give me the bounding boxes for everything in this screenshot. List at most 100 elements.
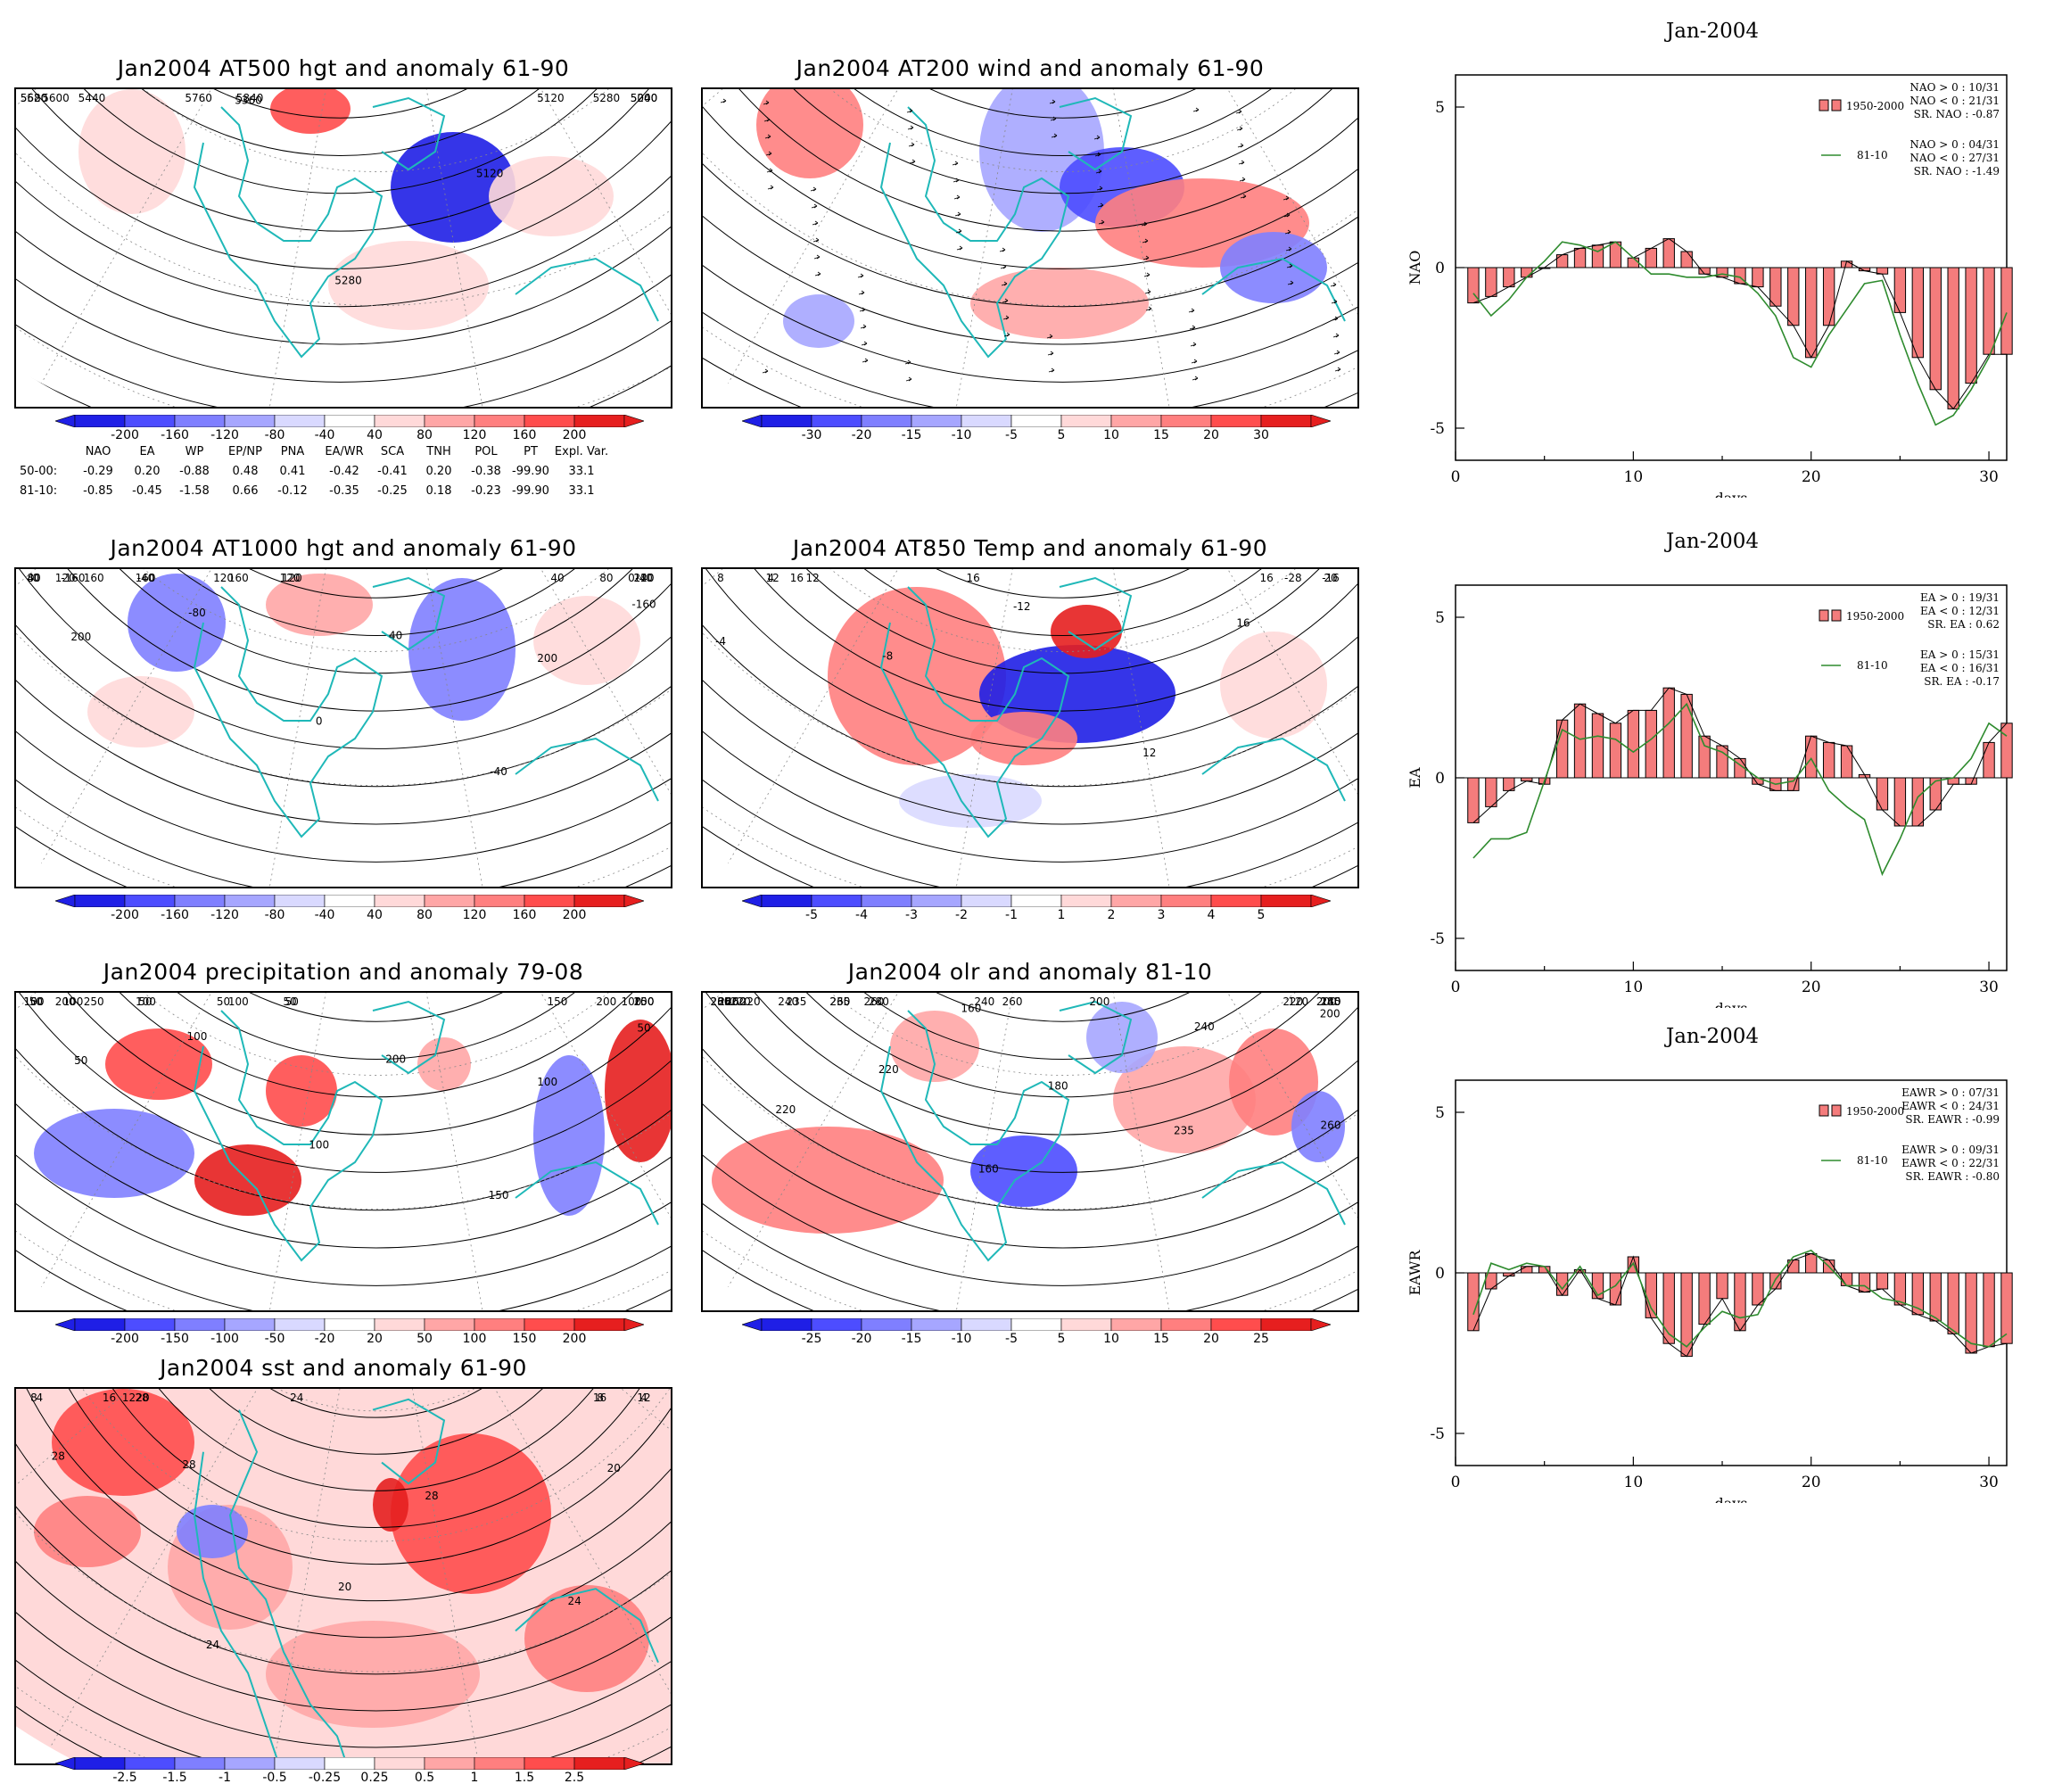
contour-line (16, 89, 671, 383)
latitude-gridline (703, 993, 1357, 1076)
legend-label-bar: 1950-2000 (1846, 100, 1904, 112)
colorbar-swatch (1210, 1317, 1262, 1332)
colorbar-tick-label: 3 (1157, 908, 1166, 922)
contour-label: 16 (103, 1391, 116, 1404)
wind-arrow (1330, 282, 1337, 287)
index-value-cell: 33.1 (568, 465, 595, 478)
bar-series-line (1472, 687, 2008, 827)
wind-arrow (1189, 325, 1196, 330)
colorbar-swatch (224, 894, 276, 908)
colorbar-arrow-high (1310, 894, 1332, 908)
wind-arrow (952, 161, 959, 166)
contour-label: 200 (1316, 995, 1337, 1008)
bar (2000, 723, 2013, 779)
colorbar-swatch (174, 894, 226, 908)
contour-label: 0 (32, 572, 39, 584)
colorbar-swatch (811, 414, 862, 428)
bar (1503, 267, 1515, 288)
contour-label: 4 (640, 1391, 647, 1404)
wind-arrow (1002, 298, 1009, 303)
longitude-gridline (41, 569, 377, 863)
contour-label: 5520 (21, 92, 48, 104)
colorbar-arrow-high (623, 894, 645, 908)
contour-line (22, 1389, 671, 1565)
contour-label: 100 (62, 995, 83, 1008)
colorbar-swatches (741, 1317, 1332, 1332)
x-tick-label: 10 (1624, 1474, 1644, 1491)
colorbar-tick-label: -25 (801, 1332, 822, 1346)
colorbar-swatch (1110, 894, 1162, 908)
contour-line (703, 993, 1357, 1249)
y-tick-label: 5 (1435, 609, 1445, 627)
index-header-cell: SCA (380, 445, 405, 458)
colorbar-tick-label: -30 (801, 428, 822, 442)
wind-arrow (1239, 177, 1246, 182)
colorbar-tick-label: 20 (1203, 1332, 1219, 1346)
contour-label: 28 (425, 1490, 438, 1502)
colorbar-tick-label: -160 (161, 908, 189, 922)
colorbar-tick-label: 0.5 (414, 1771, 435, 1785)
colorbar-tick-label: -3 (905, 908, 918, 922)
contour-label: 20 (607, 1462, 621, 1474)
longitude-gridline (375, 993, 671, 1287)
map-canvas (703, 89, 1357, 407)
colorbar-tick-label: 20 (1203, 428, 1219, 442)
map-panel-precip: Jan2004 precipitation and anomaly 79-08 … (14, 957, 672, 1350)
index-header-cell: PNA (280, 445, 305, 458)
bar (1983, 1272, 1995, 1348)
index-value-cell: -0.35 (329, 484, 359, 498)
colorbar-swatches (54, 1317, 645, 1332)
contour-label: 24 (567, 1595, 581, 1607)
index-value-cell: -0.12 (277, 484, 308, 498)
colorbar-swatch (74, 1756, 126, 1771)
contour-label: 16 (593, 1391, 606, 1404)
colorbar-swatch (761, 1317, 812, 1332)
colorbar-swatch (124, 1317, 176, 1332)
contour-line (91, 993, 662, 1022)
map-title: Jan2004 AT500 hgt and anomaly 61-90 (117, 55, 570, 81)
index-value-cell: -0.88 (179, 465, 210, 478)
colorbar-swatch (573, 414, 625, 428)
y-tick-label: 5 (1435, 1104, 1445, 1122)
colorbar-arrow-low (54, 1756, 76, 1771)
bar (1752, 1272, 1764, 1306)
contour-label: 260 (726, 995, 746, 1008)
map-title: Jan2004 AT1000 hgt and anomaly 61-90 (110, 535, 577, 561)
timeseries-canvas: -5 0 5 0 10 20 30 days EA 1950-2000 81-10 EA > 0 : … (1406, 584, 2013, 1017)
colorbar-tick-label: 5 (1057, 428, 1066, 442)
colorbar-tick-label: 5 (1057, 1332, 1066, 1346)
latitude-gridline (703, 89, 1357, 172)
index-value-cell: 0.66 (232, 484, 259, 498)
contour-label: 180 (1321, 995, 1341, 1008)
contour-label: 28 (52, 1449, 65, 1462)
wind-arrow (1141, 221, 1148, 227)
wind-arrow (1333, 350, 1340, 355)
legend-label-bar: 1950-2000 (1846, 610, 1904, 623)
colorbar-tick-label: 40 (367, 908, 383, 922)
wind-arrow (1001, 281, 1008, 286)
colorbar-swatch (761, 894, 812, 908)
colorbar-tick-label: 2.5 (564, 1771, 585, 1785)
contour-label: 160 (978, 1163, 999, 1176)
longitude-gridline (41, 993, 377, 1287)
bar (1521, 267, 1533, 278)
contour-label: 150 (489, 1189, 509, 1202)
contour-label: 16 (966, 572, 979, 584)
wind-arrow (953, 178, 960, 183)
wind-arrow (1143, 272, 1151, 277)
contour-line (16, 993, 671, 1135)
map-title: Jan2004 AT200 wind and anomaly 61-90 (796, 55, 1265, 81)
colorbar-tick-label: 10 (1103, 1332, 1119, 1346)
contour-label: 5360 (235, 95, 262, 107)
chart-title: Jan-2004 (1665, 1025, 1760, 1048)
index-value-cell: -0.45 (132, 484, 162, 498)
coastline-europe (515, 257, 659, 322)
colorbar-swatch (74, 894, 126, 908)
wind-arrow (954, 211, 961, 217)
coastline (193, 1409, 357, 1763)
colorbar-swatch (74, 414, 126, 428)
contour-label: 235 (711, 995, 731, 1008)
bar-series-line (1472, 1252, 2008, 1358)
index-value-cell: -0.23 (471, 484, 501, 498)
anomaly-shading (890, 1011, 979, 1082)
